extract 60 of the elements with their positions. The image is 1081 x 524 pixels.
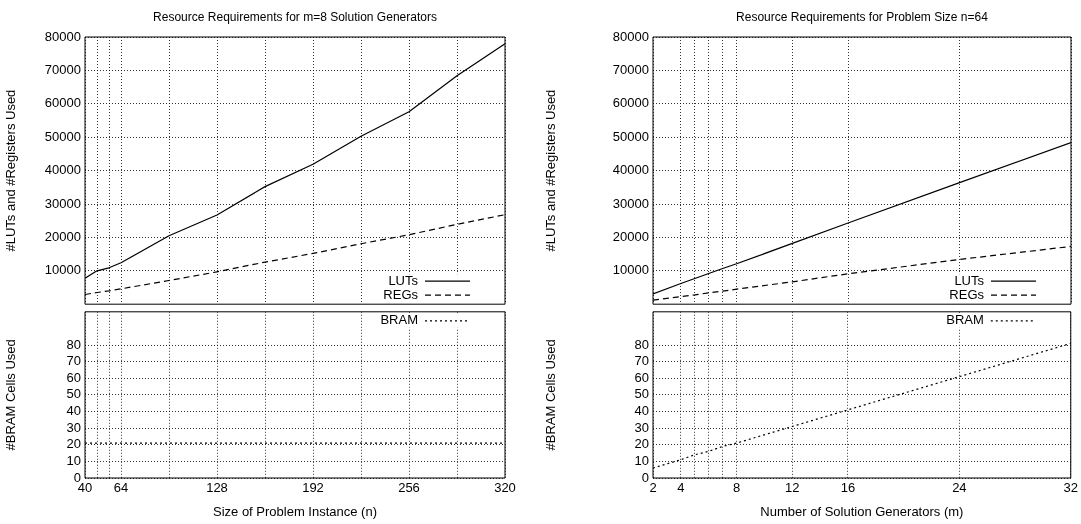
y-tick-label: 30 [66, 419, 81, 435]
y-tick-label: 40 [634, 403, 649, 419]
legend-label: REGs [383, 286, 419, 302]
y-tick-label: 60 [634, 369, 649, 385]
chart-title: Resource Requirements for m=8 Solution Generators [152, 10, 438, 24]
y-tick-label: 70 [66, 353, 81, 369]
y-tick-label: 0 [641, 469, 649, 485]
x-tick-label: 320 [494, 480, 516, 496]
y-tick-label: 80 [634, 336, 649, 352]
x-tick-label: 8 [732, 480, 741, 496]
y-tick-label: 80 [66, 336, 81, 352]
y-tick-label: 80000 [612, 28, 649, 44]
y-tick-label: 30 [634, 419, 649, 435]
x-tick-label: 256 [398, 480, 420, 496]
legend-label: REGs [949, 286, 985, 302]
x-tick-label: 64 [113, 480, 129, 496]
y-tick-label: 40000 [612, 162, 649, 178]
y-axis-title: #BRAM Cells Used [543, 339, 559, 451]
y-axis-title: #LUTs and #Registers Used [543, 89, 559, 252]
x-tick-label: 32 [1063, 480, 1078, 496]
y-tick-label: 50 [66, 386, 81, 402]
y-tick-label: 60000 [612, 95, 649, 111]
legend-label: LUTs [954, 272, 985, 288]
x-tick-label: 12 [785, 480, 800, 496]
y-tick-label: 20000 [612, 228, 649, 244]
y-tick-label: 30000 [612, 195, 649, 211]
y-tick-label: 30000 [44, 195, 81, 211]
x-tick-label: 2 [649, 480, 657, 496]
x-axis-title: Number of Solution Generators (m) [760, 503, 964, 519]
x-tick-label: 4 [677, 480, 685, 496]
x-tick-label: 192 [302, 480, 324, 496]
y-tick-label: 40 [66, 403, 81, 419]
y-tick-label: 20 [634, 436, 649, 452]
legend-label: BRAM [380, 312, 418, 328]
y-tick-label: 70000 [44, 61, 81, 77]
chart-title: Resource Requirements for Problem Size n=64 [735, 10, 989, 24]
y-tick-label: 50 [634, 386, 649, 402]
y-tick-label: 60 [66, 369, 81, 385]
y-tick-label: 70000 [612, 61, 649, 77]
x-tick-label: 16 [840, 480, 856, 496]
y-tick-label: 10000 [612, 262, 649, 278]
y-tick-label: 50000 [44, 128, 81, 144]
y-tick-label: 70 [634, 353, 649, 369]
y-tick-label: 0 [73, 469, 81, 485]
legend-label: LUTs [388, 272, 419, 288]
x-tick-label: 24 [952, 480, 967, 496]
x-tick-label: 128 [206, 480, 228, 496]
legend-label: BRAM [946, 312, 984, 328]
y-tick-label: 10 [66, 452, 81, 468]
y-axis-title: #LUTs and #Registers Used [3, 89, 19, 252]
y-tick-label: 20 [66, 436, 81, 452]
x-axis-title: Size of Problem Instance (n) [212, 503, 378, 519]
y-tick-label: 60000 [44, 95, 81, 111]
y-tick-label: 10000 [44, 262, 81, 278]
y-axis-title: #BRAM Cells Used [3, 339, 19, 451]
y-tick-label: 40000 [44, 162, 81, 178]
y-tick-label: 20000 [44, 228, 81, 244]
y-tick-label: 50000 [612, 128, 649, 144]
y-tick-label: 80000 [44, 28, 81, 44]
y-tick-label: 10 [634, 452, 649, 468]
